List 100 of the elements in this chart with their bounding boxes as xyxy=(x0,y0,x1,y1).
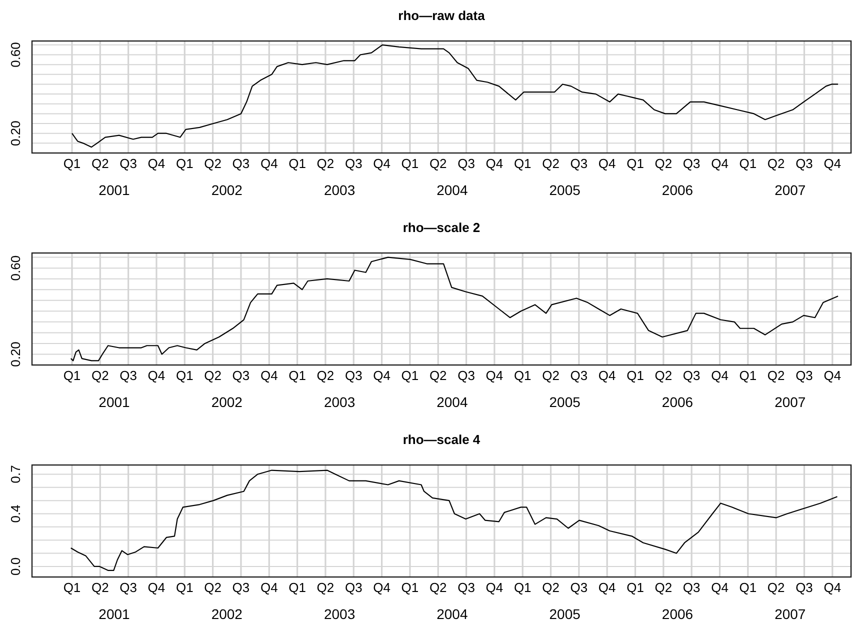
x-tick-label: 2004 xyxy=(436,606,468,622)
text: Q2 xyxy=(429,580,447,595)
text: Q4 xyxy=(598,580,616,595)
text: Q2 xyxy=(542,368,560,383)
x-tick-label: 2007 xyxy=(774,606,806,622)
text: Q2 xyxy=(316,580,334,595)
text: Q3 xyxy=(796,580,813,595)
text: Q3 xyxy=(120,580,137,595)
x-tick-label: 2003 xyxy=(324,182,356,198)
x-tick-label: 2001 xyxy=(98,606,130,622)
text: Q3 xyxy=(570,368,588,383)
text: Q2 xyxy=(91,580,109,595)
text: Q1 xyxy=(288,580,306,595)
text: Q3 xyxy=(682,156,700,171)
text: Q3 xyxy=(232,368,250,383)
x-tick-label: 2002 xyxy=(211,606,243,622)
text: Q1 xyxy=(739,368,757,383)
text: Q1 xyxy=(626,156,644,171)
text: Q1 xyxy=(176,368,194,383)
text: Q3 xyxy=(344,368,362,383)
x-tick-label: 2004 xyxy=(436,182,468,198)
text: Q2 xyxy=(654,580,672,595)
y-tick-label: 0.0 xyxy=(8,557,23,576)
text: Q2 xyxy=(767,156,785,171)
text: Q4 xyxy=(598,156,616,171)
text: Q1 xyxy=(63,156,81,171)
y-tick-label: 0.20 xyxy=(8,342,23,367)
text: Q2 xyxy=(316,156,334,171)
line-series xyxy=(70,470,838,571)
text: Q3 xyxy=(120,368,137,383)
text: Q4 xyxy=(148,368,166,383)
text: Q4 xyxy=(148,156,166,171)
text: Q1 xyxy=(401,580,419,595)
text: Q1 xyxy=(288,156,306,171)
x-tick-label: 2005 xyxy=(549,606,581,622)
text: Q3 xyxy=(120,156,137,171)
text: Q3 xyxy=(344,156,362,171)
y-tick-label: 0.60 xyxy=(8,255,23,281)
text: Q4 xyxy=(711,156,728,171)
text: Q1 xyxy=(63,580,81,595)
text: Q1 xyxy=(401,156,419,171)
text: Q2 xyxy=(316,368,334,383)
text: Q1 xyxy=(176,156,194,171)
x-tick-label: 2003 xyxy=(324,394,356,410)
x-tick-label: 2002 xyxy=(211,394,243,410)
text: Q1 xyxy=(176,580,194,595)
text: Q2 xyxy=(767,368,785,383)
text: Q1 xyxy=(514,368,532,383)
text: Q4 xyxy=(260,156,278,171)
text: Q3 xyxy=(682,580,700,595)
text: Q4 xyxy=(486,156,504,171)
x-tick-label: 2005 xyxy=(549,394,581,410)
text: Q4 xyxy=(148,580,166,595)
y-tick-label: 0.4 xyxy=(8,504,23,523)
text: Q1 xyxy=(63,368,81,383)
x-tick-label: 2007 xyxy=(774,182,806,198)
x-tick-label: 2003 xyxy=(324,606,356,622)
x-tick-label: 2005 xyxy=(549,182,581,198)
x-tick-label: 2007 xyxy=(774,394,806,410)
text: Q1 xyxy=(626,580,644,595)
text: Q3 xyxy=(458,368,475,383)
text: Q3 xyxy=(796,368,813,383)
text: Q2 xyxy=(542,156,560,171)
x-tick-label: 2006 xyxy=(662,394,694,410)
text: Q3 xyxy=(458,156,475,171)
text: Q4 xyxy=(373,156,390,171)
chart-title: rho—raw data xyxy=(398,8,486,23)
x-tick-label: 2001 xyxy=(98,182,130,198)
chart-title: rho—scale 4 xyxy=(402,432,481,447)
text: Q2 xyxy=(204,368,222,383)
text: Q4 xyxy=(824,156,842,171)
text: Q4 xyxy=(486,580,504,595)
text: Q2 xyxy=(654,368,672,383)
text: Q4 xyxy=(373,580,390,595)
x-tick-label: 2001 xyxy=(98,394,130,410)
text: Q3 xyxy=(682,368,700,383)
text: Q2 xyxy=(654,156,672,171)
text: Q1 xyxy=(514,156,532,171)
text: Q2 xyxy=(204,580,222,595)
y-tick-label: 0.20 xyxy=(8,120,23,146)
text: Q4 xyxy=(260,580,278,595)
text: Q2 xyxy=(91,368,109,383)
chart-title: rho—scale 2 xyxy=(402,220,480,235)
text: Q2 xyxy=(542,580,560,595)
text: Q4 xyxy=(824,580,842,595)
text: Q3 xyxy=(344,580,362,595)
text: Q1 xyxy=(626,368,644,383)
text: Q3 xyxy=(570,156,588,171)
text: Q1 xyxy=(514,580,532,595)
text: Q4 xyxy=(373,368,390,383)
x-tick-label: 2006 xyxy=(662,182,694,198)
text: Q4 xyxy=(486,368,504,383)
text: Q1 xyxy=(401,368,419,383)
y-tick-label: 0.7 xyxy=(8,465,23,484)
text: Q2 xyxy=(429,368,447,383)
text: Q3 xyxy=(232,580,250,595)
x-tick-label: 2006 xyxy=(662,606,694,622)
line-series xyxy=(70,256,839,362)
text: Q2 xyxy=(204,156,222,171)
text: Q4 xyxy=(711,580,728,595)
